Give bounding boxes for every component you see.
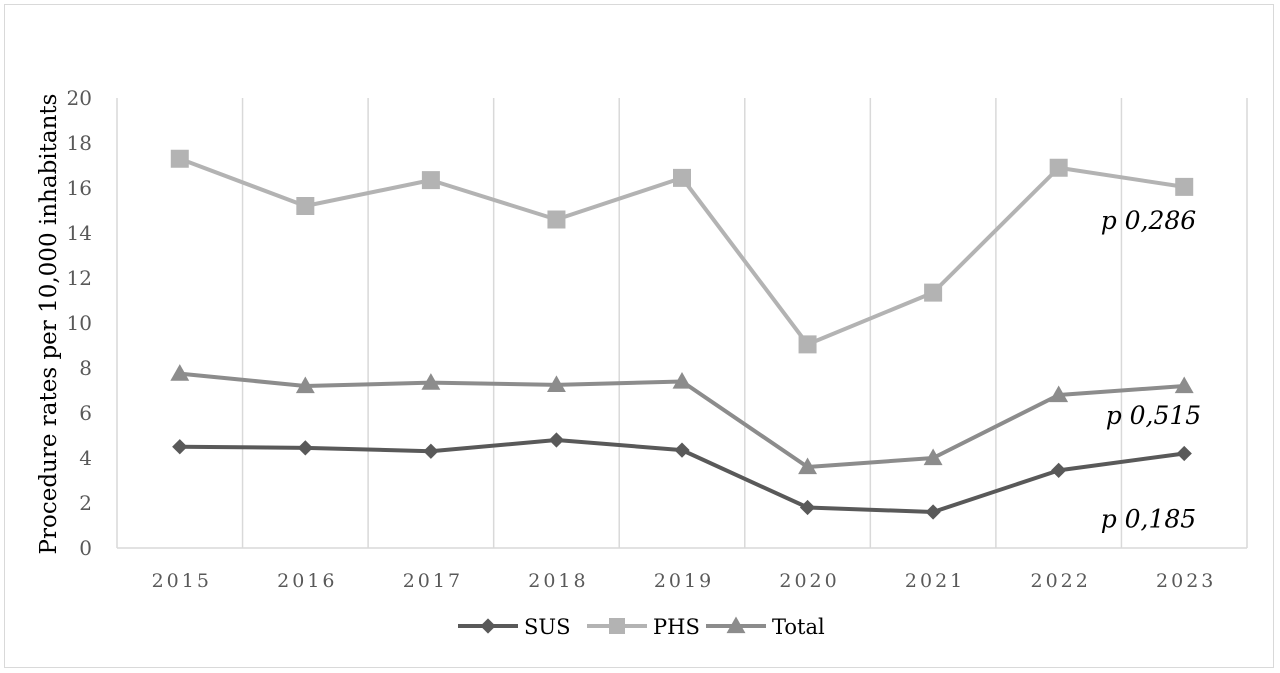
square-marker xyxy=(296,197,315,215)
y-tick-label: 18 xyxy=(67,131,92,155)
y-tick-label: 16 xyxy=(67,176,92,200)
legend-item-total: Total xyxy=(706,615,825,639)
triangle-marker xyxy=(672,372,692,389)
diamond-marker xyxy=(548,432,565,448)
diamond-marker xyxy=(1051,462,1067,479)
diamond-marker xyxy=(925,504,941,520)
x-tick-label: 2018 xyxy=(528,570,588,592)
triangle-marker xyxy=(726,616,746,634)
y-tick-label: 2 xyxy=(79,491,92,515)
triangle-marker xyxy=(1049,385,1069,403)
square-marker xyxy=(798,335,817,354)
square-marker xyxy=(1175,177,1194,196)
diamond-marker xyxy=(1176,445,1192,462)
y-tick-label: 8 xyxy=(79,356,92,380)
legend: SUS PHS Total xyxy=(458,615,825,639)
y-tick-label: 12 xyxy=(67,266,92,290)
diamond-marker xyxy=(423,443,439,459)
x-tick-label: 2023 xyxy=(1156,570,1216,592)
p-value-annotation: p 0,286 xyxy=(1101,206,1197,235)
triangle-marker xyxy=(546,375,566,392)
p-value-annotation: p 0,185 xyxy=(1101,505,1197,534)
x-tick-label: 2021 xyxy=(905,570,965,592)
square-marker xyxy=(547,210,566,229)
square-marker xyxy=(170,149,189,168)
triangle-marker xyxy=(798,457,818,475)
diamond-marker xyxy=(799,499,816,516)
legend-label: PHS xyxy=(653,615,700,639)
square-marker xyxy=(609,618,625,634)
square-marker xyxy=(673,168,691,187)
series-phs xyxy=(170,149,1194,354)
y-tick-label: 6 xyxy=(79,401,92,425)
triangle-marker xyxy=(923,448,943,466)
x-tick-label: 2017 xyxy=(403,570,463,592)
annotations: p 0,286 p 0,515 p 0,185 xyxy=(1101,206,1202,534)
legend-label: SUS xyxy=(524,615,570,639)
x-tick-label: 2016 xyxy=(277,570,337,592)
diamond-marker xyxy=(297,440,313,456)
diamond-marker xyxy=(172,439,188,455)
legend-item-sus: SUS xyxy=(458,615,570,639)
grid-lines xyxy=(116,98,1248,548)
triangle-marker xyxy=(170,364,190,381)
series-total xyxy=(170,364,1194,475)
x-tick-label: 2022 xyxy=(1030,570,1090,592)
x-tick-label: 2015 xyxy=(152,570,212,592)
y-tick-label: 14 xyxy=(67,221,92,245)
legend-item-phs: PHS xyxy=(587,615,700,639)
legend-label: Total xyxy=(772,615,825,639)
triangle-marker xyxy=(1174,376,1194,394)
x-tick-label: 2020 xyxy=(779,570,839,592)
square-marker xyxy=(421,171,440,190)
chart-frame xyxy=(4,4,1274,668)
y-tick-label: 0 xyxy=(79,536,92,560)
diamond-marker xyxy=(674,442,690,458)
y-tick-label: 20 xyxy=(67,86,92,110)
p-value-annotation: p 0,515 xyxy=(1106,401,1202,430)
diamond-marker xyxy=(480,618,496,634)
x-tick-label: 2019 xyxy=(654,570,714,592)
y-axis-label: Procedure rates per 10,000 inhabitants xyxy=(36,94,62,555)
series-sus xyxy=(172,432,1192,520)
series-layer xyxy=(170,149,1194,520)
y-tick-label: 10 xyxy=(67,311,92,335)
y-tick-label: 4 xyxy=(79,446,92,470)
triangle-marker xyxy=(421,373,441,390)
square-marker xyxy=(924,283,943,302)
triangle-marker xyxy=(295,376,315,394)
axes: 0 2 4 6 8 10 12 14 16 18 20 2015 2016 2017 2018 2019 202… xyxy=(67,86,1247,592)
square-marker xyxy=(1049,158,1068,177)
